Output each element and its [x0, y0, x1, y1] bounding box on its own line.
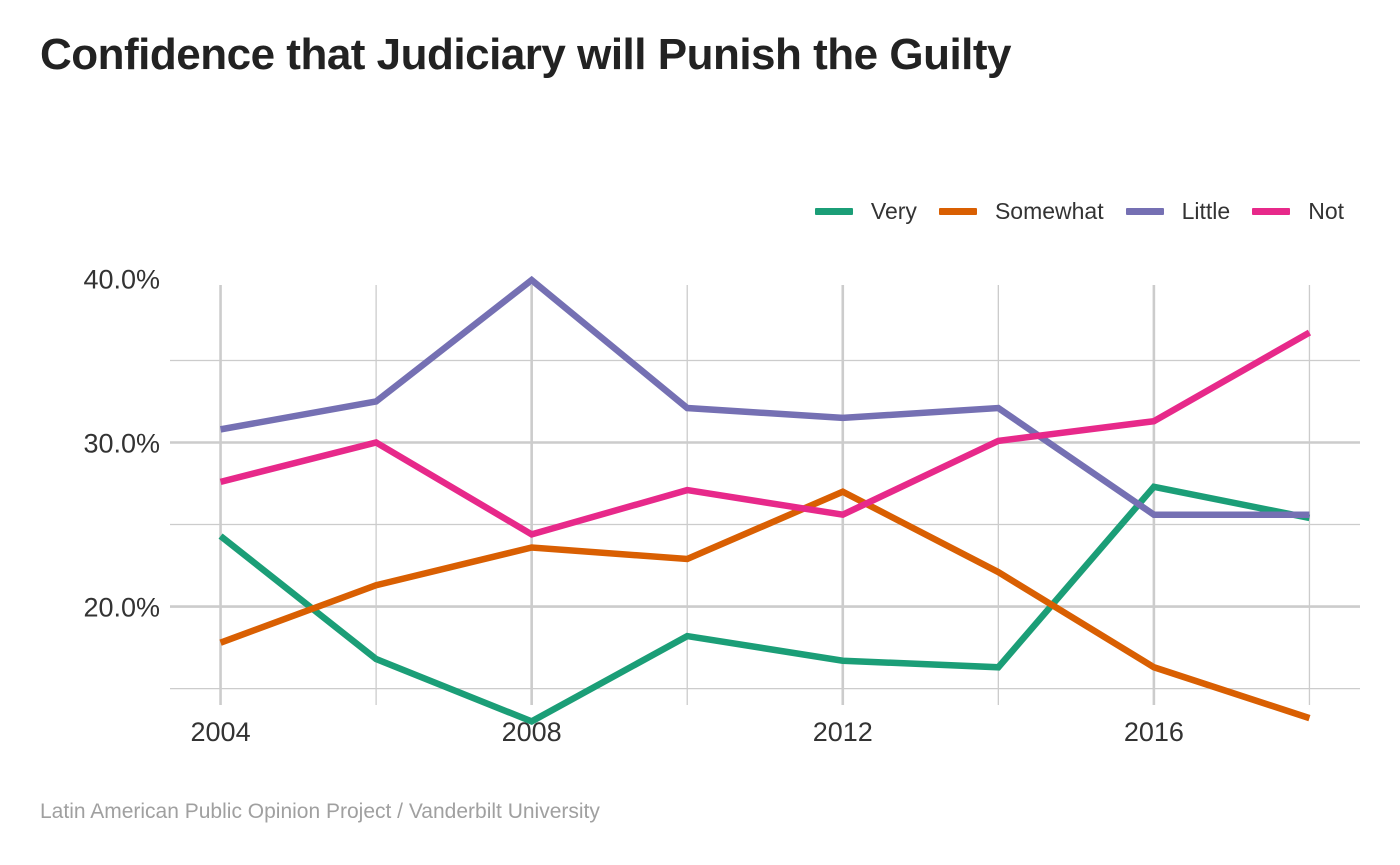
chart-title: Confidence that Judiciary will Punish th…	[40, 30, 1012, 79]
series-line-not	[219, 329, 1312, 538]
series-lines	[218, 275, 1312, 725]
legend-swatch-very	[814, 208, 853, 215]
y-tick-label-40-0-: 40.0%	[83, 264, 160, 294]
x-tick-label-2016: 2016	[1124, 717, 1184, 747]
legend-label-little: Little	[1181, 198, 1231, 224]
legend: Very Somewhat Little Not	[814, 198, 1344, 225]
series-line-very	[218, 483, 1311, 725]
legend-swatch-somewhat	[938, 208, 977, 215]
legend-swatch-not	[1252, 208, 1291, 215]
y-tick-label-20-0-: 20.0%	[83, 593, 160, 623]
y-tick-label-30-0-: 30.0%	[83, 429, 160, 459]
x-tick-label-2012: 2012	[813, 717, 873, 747]
x-axis-labels: 2004 2008 2012 2016	[191, 717, 1184, 747]
legend-label-not: Not	[1308, 198, 1344, 224]
legend-item-very: Very	[814, 198, 917, 225]
series-line-somewhat	[219, 488, 1311, 722]
legend-item-little: Little	[1125, 198, 1231, 225]
y-axis-labels: 40.0% 30.0% 20.0%	[83, 264, 160, 622]
legend-label-somewhat: Somewhat	[994, 198, 1104, 224]
series-line-little	[219, 275, 1310, 518]
legend-label-very: Very	[870, 198, 917, 224]
x-tick-label-2004: 2004	[191, 717, 251, 747]
legend-item-somewhat: Somewhat	[938, 198, 1104, 225]
legend-item-not: Not	[1252, 198, 1344, 225]
grid	[170, 285, 1360, 705]
legend-swatch-little	[1125, 208, 1164, 215]
source-caption: Latin American Public Opinion Project / …	[40, 800, 600, 823]
